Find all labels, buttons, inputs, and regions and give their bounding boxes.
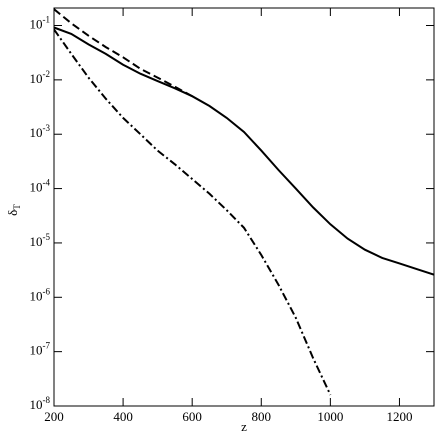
y-tick-label: 10-3 bbox=[30, 123, 51, 140]
y-tick-label: 10-1 bbox=[30, 15, 51, 32]
y-tick-exp: -4 bbox=[43, 178, 51, 188]
x-tick-label: 800 bbox=[252, 409, 272, 424]
y-tick-exp: -6 bbox=[43, 286, 51, 296]
y-axis-label: δT bbox=[5, 204, 22, 216]
y-tick-base: 10 bbox=[30, 16, 43, 31]
y-tick-label: 10-2 bbox=[30, 69, 51, 86]
y-tick-exp: -5 bbox=[43, 232, 51, 242]
line-series bbox=[54, 28, 332, 396]
y-tick-exp: -1 bbox=[43, 15, 51, 25]
y-tick-base: 10 bbox=[30, 180, 43, 195]
y-tick-base: 10 bbox=[30, 288, 43, 303]
y-tick-exp: -3 bbox=[43, 123, 51, 133]
y-tick-label: 10-8 bbox=[30, 395, 51, 412]
x-tick-label: 1200 bbox=[386, 409, 412, 424]
y-tick-label: 10-5 bbox=[30, 232, 51, 249]
line-series bbox=[54, 26, 434, 276]
y-tick-base: 10 bbox=[30, 71, 43, 86]
x-tick-label: 400 bbox=[113, 409, 133, 424]
y-tick-exp: -2 bbox=[43, 69, 51, 79]
y-tick-label: 10-4 bbox=[30, 178, 51, 195]
x-tick-label: 1000 bbox=[317, 409, 343, 424]
y-label-base: δ bbox=[5, 210, 20, 216]
y-tick-label: 10-6 bbox=[30, 286, 51, 303]
y-tick-base: 10 bbox=[30, 234, 43, 249]
x-tick-label: 600 bbox=[182, 409, 202, 424]
y-tick-label: 10-7 bbox=[30, 341, 51, 358]
line-series bbox=[54, 8, 193, 98]
x-tick-label: 200 bbox=[44, 409, 64, 424]
y-tick-exp: -7 bbox=[43, 341, 51, 351]
y-label-sub: T bbox=[12, 204, 22, 210]
x-axis-label: z bbox=[241, 419, 247, 434]
y-tick-base: 10 bbox=[30, 125, 43, 140]
plot-frame bbox=[53, 7, 435, 407]
y-tick-base: 10 bbox=[30, 343, 43, 358]
y-tick-exp: -8 bbox=[43, 395, 51, 405]
y-tick-base: 10 bbox=[30, 397, 43, 412]
